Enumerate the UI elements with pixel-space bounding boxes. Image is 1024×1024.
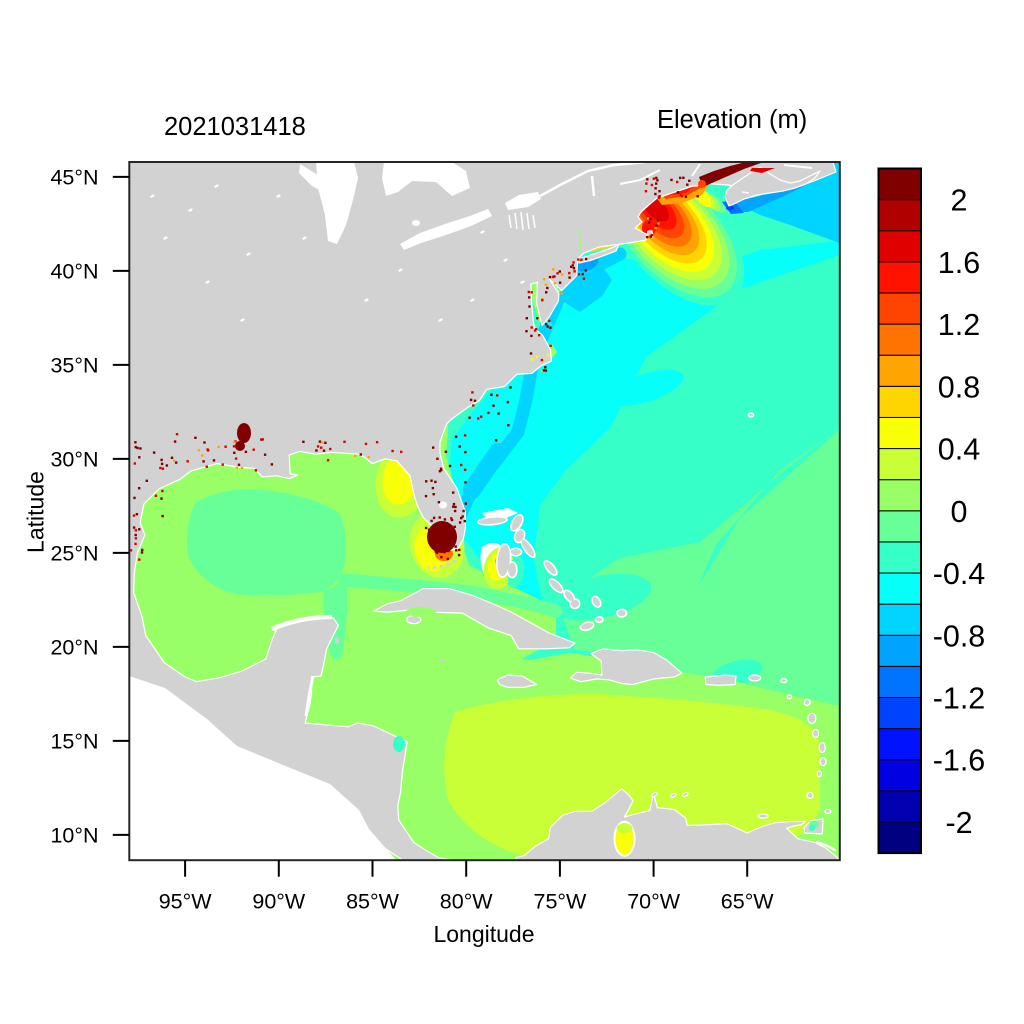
svg-text:0: 0 <box>951 495 968 529</box>
svg-text:85°W: 85°W <box>346 890 400 914</box>
svg-text:40°N: 40°N <box>50 259 98 283</box>
svg-text:70°W: 70°W <box>627 890 681 914</box>
svg-text:Longitude: Longitude <box>433 921 534 947</box>
svg-text:35°N: 35°N <box>50 353 98 377</box>
svg-text:-0.4: -0.4 <box>933 557 986 591</box>
svg-text:10°N: 10°N <box>50 823 98 847</box>
svg-text:Elevation (m): Elevation (m) <box>657 106 807 134</box>
svg-text:-0.8: -0.8 <box>933 619 986 653</box>
svg-text:-1.2: -1.2 <box>933 682 986 716</box>
svg-text:25°N: 25°N <box>50 541 98 565</box>
svg-text:75°W: 75°W <box>533 890 587 914</box>
svg-text:0.4: 0.4 <box>938 433 980 467</box>
svg-text:2021031418: 2021031418 <box>164 113 306 141</box>
svg-text:80°W: 80°W <box>440 890 494 914</box>
svg-text:95°W: 95°W <box>159 890 213 914</box>
svg-text:1.2: 1.2 <box>938 308 980 342</box>
svg-text:-2: -2 <box>945 806 972 840</box>
svg-text:45°N: 45°N <box>50 165 98 189</box>
svg-text:20°N: 20°N <box>50 635 98 659</box>
svg-text:1.6: 1.6 <box>938 246 980 280</box>
svg-text:15°N: 15°N <box>50 729 98 753</box>
svg-text:65°W: 65°W <box>721 890 775 914</box>
svg-text:-1.6: -1.6 <box>933 744 986 778</box>
svg-text:0.8: 0.8 <box>938 370 980 404</box>
svg-text:2: 2 <box>951 184 968 218</box>
svg-text:90°W: 90°W <box>252 890 306 914</box>
svg-text:Latitude: Latitude <box>23 471 49 553</box>
svg-text:30°N: 30°N <box>50 447 98 471</box>
